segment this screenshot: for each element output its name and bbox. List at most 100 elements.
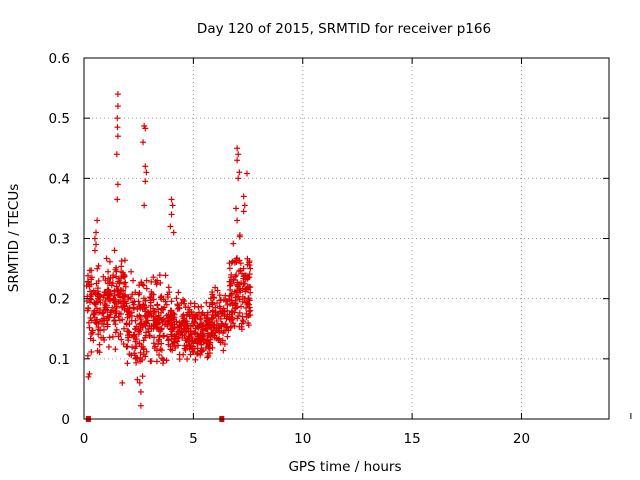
data-point xyxy=(84,272,91,279)
data-point xyxy=(204,350,211,357)
data-point xyxy=(232,299,239,306)
data-point xyxy=(151,334,158,341)
data-point xyxy=(229,316,236,323)
data-point xyxy=(247,265,254,272)
data-point xyxy=(228,292,235,299)
data-point xyxy=(113,264,120,271)
data-point xyxy=(156,351,163,358)
data-point xyxy=(241,280,248,287)
data-point xyxy=(190,349,197,356)
data-point xyxy=(123,321,130,328)
data-point xyxy=(189,337,196,344)
data-point xyxy=(212,329,219,336)
data-point xyxy=(114,196,121,203)
data-point xyxy=(236,169,243,176)
data-point xyxy=(114,115,121,122)
data-point xyxy=(191,329,198,336)
data-point xyxy=(192,337,199,344)
data-point xyxy=(125,294,132,301)
data-point xyxy=(125,337,132,344)
data-point xyxy=(147,302,154,309)
data-point xyxy=(179,335,186,342)
data-point xyxy=(143,285,150,292)
x-tick-label: 15 xyxy=(404,431,421,447)
data-point xyxy=(230,320,237,327)
data-point xyxy=(157,346,164,353)
data-point xyxy=(123,300,130,307)
data-point xyxy=(170,326,177,333)
data-point xyxy=(217,297,224,304)
data-point xyxy=(195,309,202,316)
data-point xyxy=(85,373,92,380)
x-tick-label: 20 xyxy=(513,431,530,447)
data-point xyxy=(110,297,117,304)
data-point xyxy=(91,314,98,321)
data-point xyxy=(144,308,151,315)
data-point xyxy=(117,330,124,337)
data-point xyxy=(112,321,119,328)
data-point xyxy=(164,294,171,301)
data-point xyxy=(168,331,175,338)
data-point xyxy=(240,193,247,200)
data-point xyxy=(164,323,171,330)
data-point xyxy=(94,347,101,354)
data-point xyxy=(124,360,131,367)
data-point xyxy=(234,315,241,322)
data-point xyxy=(235,151,242,158)
data-point xyxy=(112,329,119,336)
data-point xyxy=(234,145,241,152)
data-point xyxy=(203,345,210,352)
data-point xyxy=(206,339,213,346)
data-point xyxy=(193,312,200,319)
data-point xyxy=(100,273,107,280)
data-point xyxy=(106,258,113,265)
data-point xyxy=(235,293,242,300)
data-point xyxy=(225,327,232,334)
data-point xyxy=(126,351,133,358)
data-point xyxy=(92,290,99,297)
data-point xyxy=(175,329,182,336)
data-point xyxy=(136,379,143,386)
data-point xyxy=(168,316,175,323)
data-point xyxy=(137,402,144,409)
data-point xyxy=(131,325,138,332)
data-point xyxy=(131,350,138,357)
data-point xyxy=(137,349,144,356)
data-point xyxy=(143,277,150,284)
data-point xyxy=(167,223,174,230)
data-point xyxy=(234,217,241,224)
data-point xyxy=(128,268,135,275)
data-point xyxy=(147,295,154,302)
data-point xyxy=(85,305,92,312)
data-point xyxy=(146,323,153,330)
data-point xyxy=(111,247,118,254)
data-point xyxy=(237,260,244,267)
data-point xyxy=(93,229,100,236)
data-point xyxy=(197,351,204,358)
data-point xyxy=(246,301,253,308)
data-point xyxy=(228,309,235,316)
data-point xyxy=(224,333,231,340)
data-point xyxy=(105,268,112,275)
data-point xyxy=(142,125,149,132)
data-point xyxy=(236,323,243,330)
y-tick-label: 0.1 xyxy=(49,352,70,368)
data-point xyxy=(182,304,189,311)
data-point xyxy=(146,312,153,319)
data-point xyxy=(233,205,240,212)
data-point xyxy=(221,313,228,320)
data-point xyxy=(109,333,116,340)
data-point xyxy=(208,333,215,340)
data-point xyxy=(130,331,137,338)
data-point xyxy=(247,289,254,296)
data-point xyxy=(207,295,214,302)
data-point xyxy=(132,289,139,296)
data-point xyxy=(238,303,245,310)
x-tick-label: 10 xyxy=(294,431,311,447)
data-point xyxy=(216,292,223,299)
data-point xyxy=(158,305,165,312)
data-point xyxy=(95,324,102,331)
data-point xyxy=(196,333,203,340)
data-point xyxy=(188,308,195,315)
data-point xyxy=(245,274,252,281)
